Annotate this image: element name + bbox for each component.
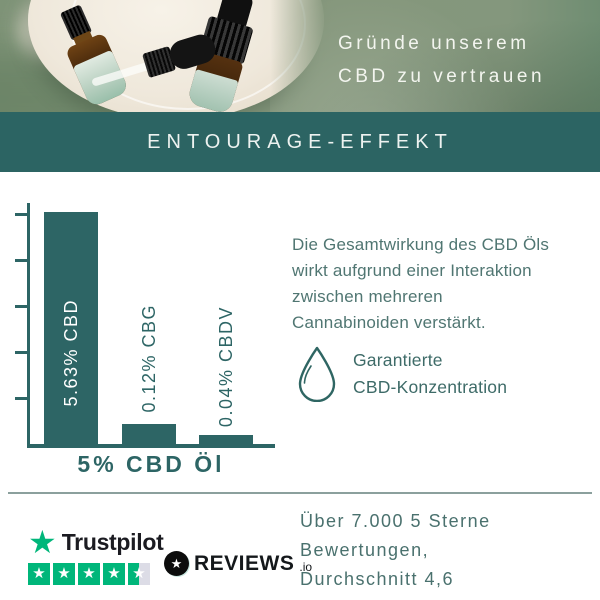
summary-line3: Durchschnitt 4,6 [300, 569, 455, 589]
body-paragraph: Die Gesamtwirkung des CBD Öls wirkt aufg… [292, 232, 584, 336]
section-title: ENTOURAGE-EFFEKT [147, 130, 453, 153]
bar-cbg [122, 424, 176, 444]
y-axis-tick [15, 259, 28, 262]
y-axis-tick [15, 351, 28, 354]
reviews-summary: Über 7.000 5 Sterne Bewertungen, Durchsc… [300, 507, 491, 594]
bar-cbdv [199, 435, 253, 444]
reviewsio-wordmark: REVIEWS [194, 551, 295, 575]
summary-line2: Bewertungen, [300, 540, 430, 560]
trustpilot-star-icon: ★ [28, 524, 57, 560]
paragraph-line: wirkt aufgrund einer Interaktion [292, 261, 532, 280]
guarantee-text: Garantierte CBD-Konzentration [353, 347, 507, 401]
paragraph-line: Cannabinoiden verstärkt. [292, 313, 486, 332]
footer: ★ Trustpilot ★ ★ ★ ★ ★ ★ REVIEWS .io Übe… [0, 494, 600, 600]
trustpilot-rating: ★ ★ ★ ★ ★ [28, 563, 150, 585]
trustpilot-wordmark: Trustpilot [61, 528, 164, 555]
sage-gradient-overlay [270, 0, 600, 112]
star-box: ★ [53, 563, 75, 585]
water-drop-icon [298, 346, 336, 402]
star-box: ★ [28, 563, 50, 585]
reviewsio-suffix: .io [299, 560, 313, 574]
section-title-band: ENTOURAGE-EFFEKT [0, 112, 600, 172]
y-axis-tick [15, 305, 28, 308]
guarantee-line2: CBD-Konzentration [353, 376, 508, 397]
main-content: 5.63% CBD 0.12% CBG 0.04% CBDV 5% CBD Öl… [0, 172, 600, 492]
bar-cbd [44, 212, 98, 444]
footer-divider [8, 492, 592, 494]
bar-label-cbdv: 0.04% CBDV [215, 305, 236, 427]
y-axis-tick [15, 213, 28, 216]
chart-x-axis [27, 444, 275, 448]
paragraph-line: Die Gesamtwirkung des CBD Öls [292, 235, 550, 254]
paragraph-line: zwischen mehreren [292, 287, 443, 306]
reviewsio-star-icon: ★ [164, 551, 189, 576]
summary-line1: Über 7.000 5 Sterne [300, 511, 491, 531]
star-box: ★ [103, 563, 125, 585]
banner-title-line2: CBD zu vertrauen [338, 66, 546, 87]
banner-title-line1: Gründe unserem [338, 33, 530, 54]
banner-title: Gründe unserem CBD zu vertrauen [338, 27, 545, 93]
chart-caption: 5% CBD Öl [77, 451, 225, 477]
star-box: ★ [78, 563, 100, 585]
guarantee-feature: Garantierte CBD-Konzentration [296, 345, 507, 402]
trustpilot-logo: ★ Trustpilot [28, 524, 164, 560]
star-box-half: ★ [128, 563, 150, 585]
y-axis-tick [15, 397, 28, 400]
dropper-pipette [91, 61, 153, 87]
bar-label-cbg: 0.12% CBG [138, 304, 159, 413]
hero-banner: Gründe unserem CBD zu vertrauen [0, 0, 600, 112]
guarantee-line1: Garantierte [353, 349, 443, 370]
reviewsio-logo: ★ REVIEWS .io [164, 551, 312, 576]
chart-y-axis [27, 203, 30, 446]
